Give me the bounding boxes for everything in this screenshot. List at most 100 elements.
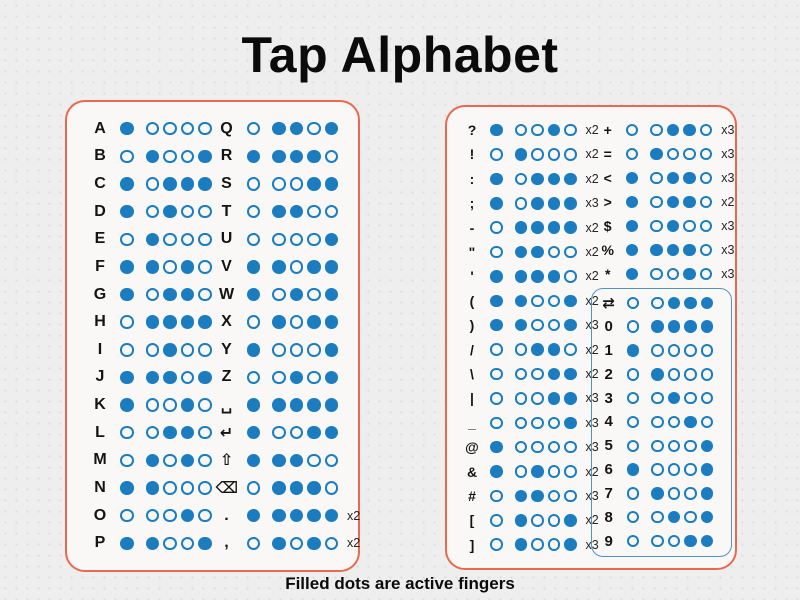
character-label: H — [94, 313, 106, 331]
dot-pattern — [490, 148, 581, 161]
dot-empty-icon — [626, 510, 640, 524]
dot-pattern — [120, 121, 216, 136]
dot-empty-icon — [564, 343, 577, 356]
character-label: + — [603, 122, 612, 138]
tap-row: W — [216, 281, 361, 308]
dot-pattern — [120, 536, 216, 551]
character-label: F — [95, 257, 105, 275]
dot-empty-icon — [514, 343, 527, 356]
character-label: B — [94, 147, 106, 165]
dot-filled-icon — [180, 315, 194, 329]
dot-filled-icon — [120, 481, 134, 495]
dot-pattern — [120, 204, 216, 219]
dot-empty-icon — [246, 177, 260, 191]
dot-pattern — [625, 219, 717, 233]
tap-row: / x2 — [463, 338, 599, 362]
character-label: G — [93, 285, 107, 303]
dot-filled-icon — [490, 123, 503, 137]
dot-empty-icon — [626, 415, 640, 429]
dot-filled-icon — [547, 221, 560, 234]
character-label: 9 — [604, 532, 613, 550]
dot-filled-icon — [547, 123, 560, 137]
tap-row: 7 — [600, 482, 728, 506]
tap-row: \ x2 — [463, 362, 599, 386]
dot-empty-icon — [531, 514, 544, 527]
dot-empty-icon — [564, 245, 577, 259]
character-label: C — [94, 174, 106, 192]
dot-filled-icon — [324, 508, 338, 523]
dot-pattern — [626, 510, 718, 524]
dot-pattern — [120, 177, 216, 191]
dot-filled-icon — [667, 296, 681, 310]
dot-empty-icon — [683, 219, 696, 233]
repeat-label: x3 — [721, 243, 735, 257]
dot-empty-icon — [307, 343, 321, 357]
dot-empty-icon — [163, 149, 177, 164]
tap-row: * x3 — [599, 262, 734, 286]
tap-row: 8 — [600, 505, 728, 529]
dot-filled-icon — [120, 536, 134, 551]
character-label: : — [469, 170, 475, 187]
repeat-label: x2 — [347, 508, 361, 523]
repeat-label: x2 — [585, 220, 599, 235]
dot-pattern — [246, 343, 343, 357]
tap-row: - x2 — [463, 216, 599, 240]
dot-filled-icon — [684, 320, 697, 333]
symbols-col-1: ? x2! x2: x2; x3- x2 " x2 ' x2(x2) x3/x2 \ x2 | x3 _ x3 @… — [463, 118, 599, 557]
dot-filled-icon — [198, 315, 212, 329]
dot-pattern — [246, 149, 343, 164]
dot-filled-icon — [324, 232, 338, 246]
dot-filled-icon — [531, 270, 544, 283]
repeat-label: x3 — [585, 488, 599, 503]
dot-empty-icon — [547, 245, 560, 259]
repeat-label: x3 — [585, 196, 599, 211]
dot-empty-icon — [490, 148, 503, 161]
dot-empty-icon — [145, 508, 159, 523]
dot-empty-icon — [490, 367, 503, 381]
repeat-label: x3 — [585, 415, 599, 430]
dot-empty-icon — [547, 489, 560, 503]
dot-empty-icon — [490, 343, 503, 356]
dot-empty-icon — [163, 508, 177, 523]
character-label: [ — [469, 512, 475, 529]
dot-pattern — [120, 232, 216, 246]
dot-empty-icon — [514, 172, 527, 186]
dot-filled-icon — [307, 536, 321, 551]
dot-pattern — [625, 147, 717, 161]
dot-filled-icon — [490, 318, 503, 332]
dot-pattern — [246, 121, 343, 136]
dot-empty-icon — [666, 147, 680, 161]
dot-filled-icon — [564, 221, 577, 234]
dot-empty-icon — [307, 370, 321, 385]
dot-empty-icon — [307, 204, 321, 219]
character-label: 4 — [604, 413, 613, 431]
dot-empty-icon — [120, 425, 134, 440]
dot-empty-icon — [531, 440, 544, 454]
tap-row: Z — [216, 364, 361, 391]
dot-filled-icon — [120, 370, 134, 385]
dot-filled-icon — [180, 260, 194, 274]
dot-filled-icon — [120, 287, 134, 302]
dot-filled-icon — [289, 453, 303, 468]
symbols-col-2-rows: + x3 = x3 < x3 > x2 $ x3% x3 * x3 — [599, 118, 735, 286]
dot-empty-icon — [626, 368, 640, 381]
character-label: = — [603, 146, 612, 162]
tap-row: (x2 — [463, 289, 599, 313]
tap-row: A — [89, 115, 216, 142]
dot-pattern — [120, 453, 216, 468]
dot-empty-icon — [651, 296, 664, 310]
dot-filled-icon — [700, 296, 714, 310]
dot-pattern — [625, 195, 717, 209]
character-label: 0 — [604, 318, 613, 336]
backspace-key-icon: ⌫ — [215, 480, 239, 498]
dot-empty-icon — [564, 465, 577, 478]
dot-empty-icon — [145, 121, 159, 136]
dot-pattern — [120, 315, 216, 329]
dot-pattern — [246, 481, 343, 495]
tap-row: E — [89, 226, 216, 253]
dot-filled-icon — [307, 177, 321, 191]
dot-filled-icon — [626, 463, 640, 476]
dot-empty-icon — [163, 121, 177, 136]
tap-row: [x2 — [463, 508, 599, 532]
dot-filled-icon — [120, 260, 134, 274]
